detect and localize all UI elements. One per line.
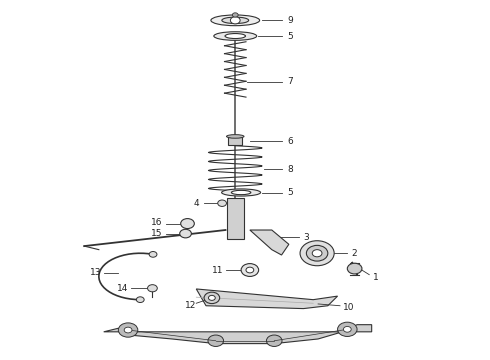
Circle shape (180, 229, 192, 238)
Text: 11: 11 (213, 266, 224, 275)
Circle shape (230, 17, 240, 24)
Text: 3: 3 (303, 233, 309, 242)
Text: 10: 10 (343, 303, 354, 312)
Text: 9: 9 (287, 16, 293, 25)
Circle shape (343, 327, 351, 332)
Circle shape (300, 241, 334, 266)
Bar (228, 137, 242, 145)
Text: 14: 14 (117, 284, 128, 293)
Ellipse shape (225, 33, 245, 39)
Ellipse shape (231, 190, 251, 195)
Text: 15: 15 (150, 229, 162, 238)
Text: 16: 16 (150, 219, 162, 228)
Circle shape (338, 322, 357, 337)
Circle shape (246, 267, 254, 273)
Text: 13: 13 (90, 268, 101, 277)
Text: 5: 5 (287, 188, 293, 197)
Circle shape (136, 297, 144, 302)
Text: 2: 2 (352, 249, 357, 258)
Circle shape (312, 249, 322, 257)
Circle shape (149, 252, 157, 257)
Polygon shape (104, 325, 372, 343)
Ellipse shape (222, 17, 248, 23)
Text: 12: 12 (185, 301, 196, 310)
Circle shape (181, 219, 195, 229)
Ellipse shape (226, 135, 244, 138)
Bar (227, 198, 244, 239)
Circle shape (124, 327, 132, 333)
Circle shape (118, 323, 138, 337)
Circle shape (218, 200, 226, 206)
Text: 8: 8 (287, 165, 293, 174)
Ellipse shape (214, 32, 257, 40)
Circle shape (241, 264, 259, 276)
Ellipse shape (221, 189, 261, 196)
Circle shape (267, 335, 282, 346)
Text: 7: 7 (287, 77, 293, 86)
Circle shape (347, 263, 362, 274)
Polygon shape (196, 289, 338, 309)
Ellipse shape (211, 15, 260, 26)
Circle shape (208, 296, 215, 300)
Polygon shape (250, 230, 289, 255)
Text: 6: 6 (287, 137, 293, 146)
Text: 1: 1 (373, 273, 378, 282)
Circle shape (306, 246, 328, 261)
Text: 5: 5 (287, 32, 293, 41)
Circle shape (208, 335, 223, 346)
Text: 4: 4 (194, 199, 199, 208)
Circle shape (232, 13, 238, 17)
Circle shape (204, 292, 220, 303)
Circle shape (147, 285, 157, 292)
